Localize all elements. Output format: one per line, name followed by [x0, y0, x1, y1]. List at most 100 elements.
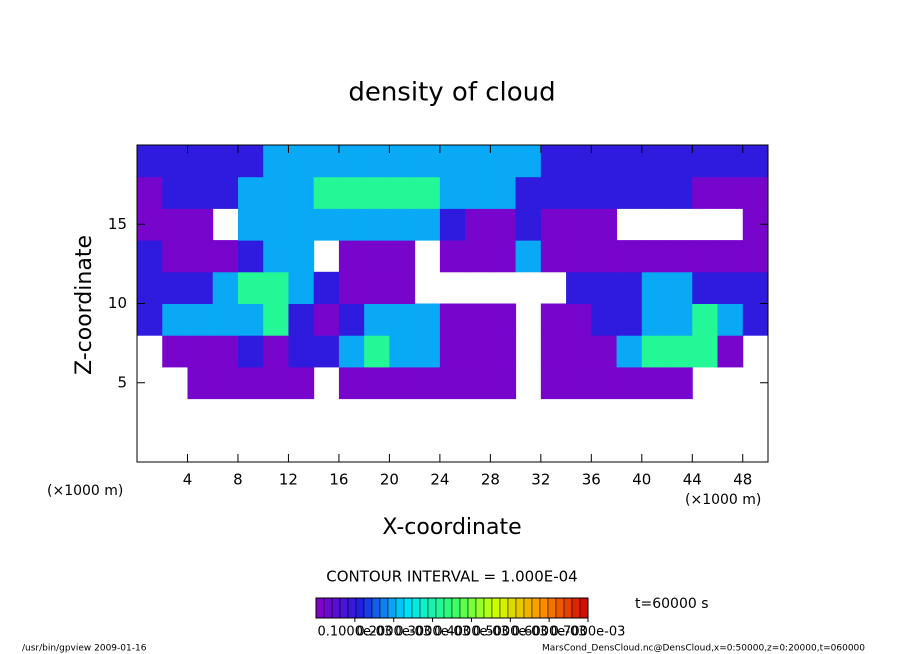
cell [616, 240, 643, 273]
colorbar-segment [331, 597, 341, 619]
cell [692, 303, 719, 336]
cell [490, 240, 517, 273]
cell [641, 271, 668, 304]
cell [212, 240, 239, 273]
cell [591, 335, 618, 368]
cell [338, 145, 365, 178]
cell [162, 271, 188, 304]
x-tick-label: 12 [279, 471, 298, 489]
colorbar-tick-label: 0.3000e-03 [395, 625, 470, 640]
cell [692, 335, 719, 368]
colorbar-segment [555, 597, 565, 619]
cell [616, 335, 643, 368]
cell [187, 145, 214, 178]
colorbar-segment [419, 597, 429, 619]
cell [591, 240, 618, 273]
cell [465, 208, 491, 241]
time-label: t=60000 s [635, 596, 709, 612]
cell [591, 145, 618, 178]
x-tick-label: 8 [233, 471, 243, 489]
colorbar-segment [451, 597, 461, 619]
x-tick-label: 28 [481, 471, 500, 489]
cell [616, 303, 643, 336]
cell [515, 176, 542, 209]
cell [338, 335, 365, 368]
cell [515, 208, 542, 241]
cell [490, 208, 517, 241]
cell [490, 335, 517, 368]
cell [465, 176, 491, 209]
cell [187, 366, 214, 400]
colorbar-segment [443, 597, 453, 619]
cell [465, 303, 491, 336]
colorbar-segment [347, 597, 357, 619]
cell [692, 240, 719, 273]
cell [566, 366, 592, 400]
cell [338, 240, 365, 273]
cell [288, 208, 315, 241]
cell [162, 176, 188, 209]
cell [566, 145, 592, 178]
cell [137, 145, 163, 178]
cell [616, 366, 643, 400]
cell [616, 176, 643, 209]
colorbar-segment [563, 597, 573, 619]
cell [566, 176, 592, 209]
cell [414, 176, 441, 209]
cell [667, 271, 693, 304]
colorbar-segment [515, 597, 525, 619]
cell [591, 366, 618, 400]
cell [439, 366, 466, 400]
cell [313, 335, 340, 368]
cell [137, 303, 163, 336]
x-tick-label: 48 [733, 471, 752, 489]
cell [465, 335, 491, 368]
cell [667, 240, 693, 273]
cell [162, 303, 188, 336]
colorbar-segment [355, 597, 365, 619]
cell [414, 335, 441, 368]
cell [187, 271, 214, 304]
y-tick-label: 5 [117, 373, 127, 391]
cell [137, 176, 163, 209]
cell [439, 303, 466, 336]
cell [439, 335, 466, 368]
cell [338, 303, 365, 336]
cell [263, 145, 289, 178]
cell [237, 240, 264, 273]
colorbar-segment [499, 597, 509, 619]
cell [540, 366, 567, 400]
cell [641, 335, 668, 368]
cell [591, 176, 618, 209]
cell [364, 208, 390, 241]
cell [212, 271, 239, 304]
cell [641, 366, 668, 400]
cell [338, 176, 365, 209]
colorbar-segment [507, 597, 517, 619]
x-tick-label: 24 [430, 471, 449, 489]
cell [641, 176, 668, 209]
cell [237, 303, 264, 336]
cell [187, 176, 214, 209]
cell [616, 145, 643, 178]
cell [389, 176, 416, 209]
cell [490, 366, 517, 400]
colorbar-segment [339, 597, 349, 619]
cell [692, 271, 719, 304]
cell [389, 271, 416, 304]
cell [414, 208, 441, 241]
y-tick-label: 10 [108, 294, 127, 312]
cell [313, 303, 340, 336]
colorbar-segment [323, 597, 333, 619]
cell [263, 176, 289, 209]
x-unit-right: (×1000 m) [685, 492, 761, 508]
cell [717, 303, 744, 336]
cell [540, 303, 567, 336]
cell [212, 145, 239, 178]
y-axis-label: Z-coordinate [72, 235, 97, 375]
cell [566, 208, 592, 241]
cell [263, 366, 289, 400]
colorbar-segment [475, 597, 485, 619]
colorbar-segment [539, 597, 549, 619]
x-tick-label: 20 [380, 471, 399, 489]
